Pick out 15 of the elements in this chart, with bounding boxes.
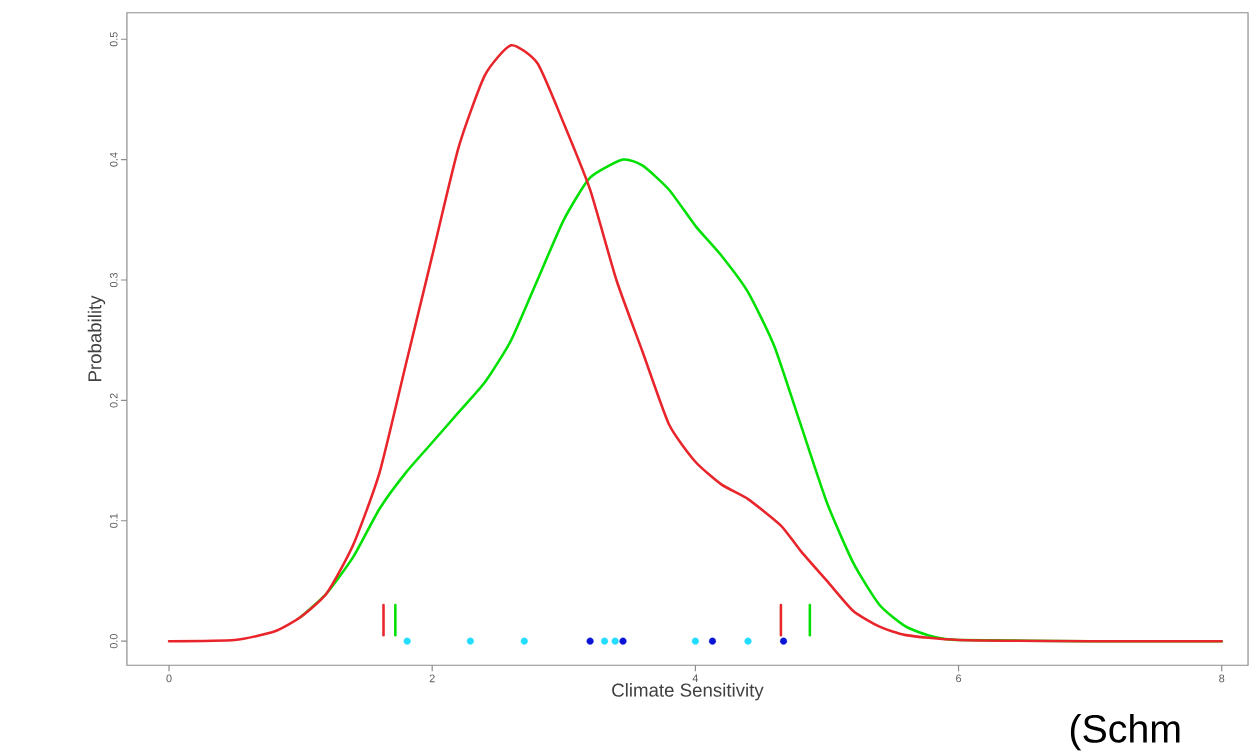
y-tick-label: 0.0 — [109, 634, 118, 649]
x-tick-label: 0 — [166, 674, 172, 683]
y-tick-label: 0.5 — [109, 32, 118, 47]
x-tick-label: 2 — [429, 674, 435, 683]
x-tick-label: 8 — [1219, 674, 1225, 683]
y-tick-label: 0.3 — [109, 273, 118, 288]
y-tick-label: 0.2 — [109, 393, 118, 408]
x-tick-label: 4 — [692, 674, 699, 683]
text: (Schm — [1070, 714, 1180, 751]
y-tick-label: 0.4 — [109, 152, 118, 167]
x-axis-title: Climate Sensitivity — [612, 683, 764, 701]
y-axis-title: Probability — [87, 295, 106, 382]
y-tick-label: 0.1 — [109, 513, 118, 528]
line-series — [167, 44, 1224, 643]
x-tick-label: 6 — [956, 674, 962, 683]
